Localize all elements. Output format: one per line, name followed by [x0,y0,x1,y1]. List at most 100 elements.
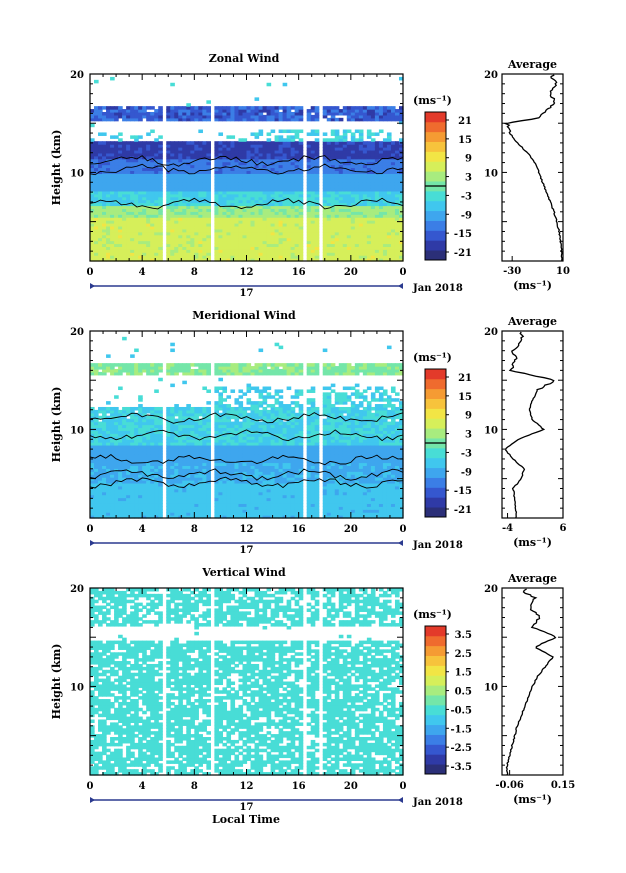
heatmap-cell [254,147,260,151]
heatmap-cell [166,214,171,218]
heatmap-cell [214,187,220,192]
heatmap-cell [202,482,207,487]
heatmap-cell [98,231,103,236]
heatmap-cell [170,366,175,370]
heatmap-cell [206,497,211,502]
heatmap-cell [190,456,195,461]
heatmap-cell [218,176,224,180]
heatmap-cell [342,155,348,160]
heatmap-cell [134,234,139,239]
heatmap-cell [238,164,244,169]
heatmap-cell [190,246,195,250]
heatmap-cell [186,217,191,221]
x-tick-label: 12 [240,267,254,278]
heatmap-cell [394,255,400,259]
heatmap-cell [170,187,175,192]
heatmap-cell [194,152,199,157]
heatmap-cell [310,246,316,250]
heatmap-cell [374,114,380,119]
heatmap-cell [310,129,316,134]
heatmap-cell [130,193,135,198]
heatmap-cell [186,418,191,423]
heatmap-cell [222,255,228,259]
heatmap-cell [202,509,207,513]
heatmap-cell [150,152,155,157]
heatmap-cell [98,491,103,496]
heatmap-cell [106,447,111,452]
heatmap-cell [110,208,115,212]
heatmap-cell [198,459,203,464]
heatmap-cell [214,173,220,177]
heatmap-cell [166,459,171,464]
heatmap-cell [98,255,103,259]
heatmap-cell [390,205,396,209]
heatmap-cell [274,252,280,256]
heatmap-cell [198,515,203,519]
heatmap-cell [110,225,115,230]
heatmap-cell [154,406,159,411]
heatmap-cell [382,228,388,233]
heatmap-cell [382,111,388,116]
heatmap-cell [218,114,224,119]
heatmap-cell [170,199,175,204]
heatmap-cell [146,225,151,230]
heatmap-cell [174,114,179,119]
heatmap-cell [186,442,191,446]
heatmap-cell [270,158,276,163]
heatmap-cell [286,155,292,160]
heatmap-cell [238,252,244,256]
contour-lines [89,155,404,210]
heatmap-cell [126,179,131,183]
heatmap-cell [246,237,252,242]
heatmap-cell [118,512,123,516]
heatmap-cell [214,415,220,420]
heatmap-cell [218,444,224,449]
heatmap-cell [250,199,256,204]
heatmap-cell [142,158,147,163]
heatmap-cell [98,152,103,157]
heatmap-cell [138,249,143,253]
heatmap-cell [178,453,183,458]
heatmap-cell [334,187,340,192]
heatmap-cell [338,111,344,116]
heatmap-cell [326,223,332,227]
heatmap-cell [198,237,203,242]
heatmap-cell [198,368,203,373]
heatmap-cell [186,208,191,212]
heatmap-cell [346,176,352,180]
heatmap-cell [382,225,388,230]
heatmap-cell [150,421,155,426]
heatmap-cell [146,223,151,227]
heatmap-cell [154,190,159,195]
heatmap-cell [330,211,336,215]
heatmap-cell [142,185,147,189]
heatmap-cell [218,377,224,382]
heatmap-cell [214,179,220,183]
heatmap-cell [194,509,199,513]
heatmap-cell [234,220,240,224]
heatmap-cell [174,155,179,160]
heatmap-cell [354,141,360,145]
heatmap-cell [94,202,99,207]
heatmap-cell [122,506,127,510]
heatmap-cell [322,164,328,169]
heatmap-cell [142,111,147,116]
heatmap-cell [238,106,244,110]
heatmap-cell [130,500,135,504]
heatmap-cell [282,225,288,230]
colorbar-swatch [425,141,446,152]
heatmap-cell [134,497,139,502]
heatmap-cell [398,231,404,236]
heatmap-cell [378,129,384,134]
heatmap-cell [142,503,147,507]
heatmap-cell [202,182,207,186]
heatmap-cell [114,433,119,437]
heatmap-cell [170,412,175,417]
heatmap-cell [174,240,179,245]
heatmap-cell [158,447,163,452]
heatmap-cell [266,106,272,110]
heatmap-cell [186,366,191,370]
heatmap-cell [146,497,151,502]
heatmap-cell [174,477,179,481]
heatmap-cell [114,237,119,242]
